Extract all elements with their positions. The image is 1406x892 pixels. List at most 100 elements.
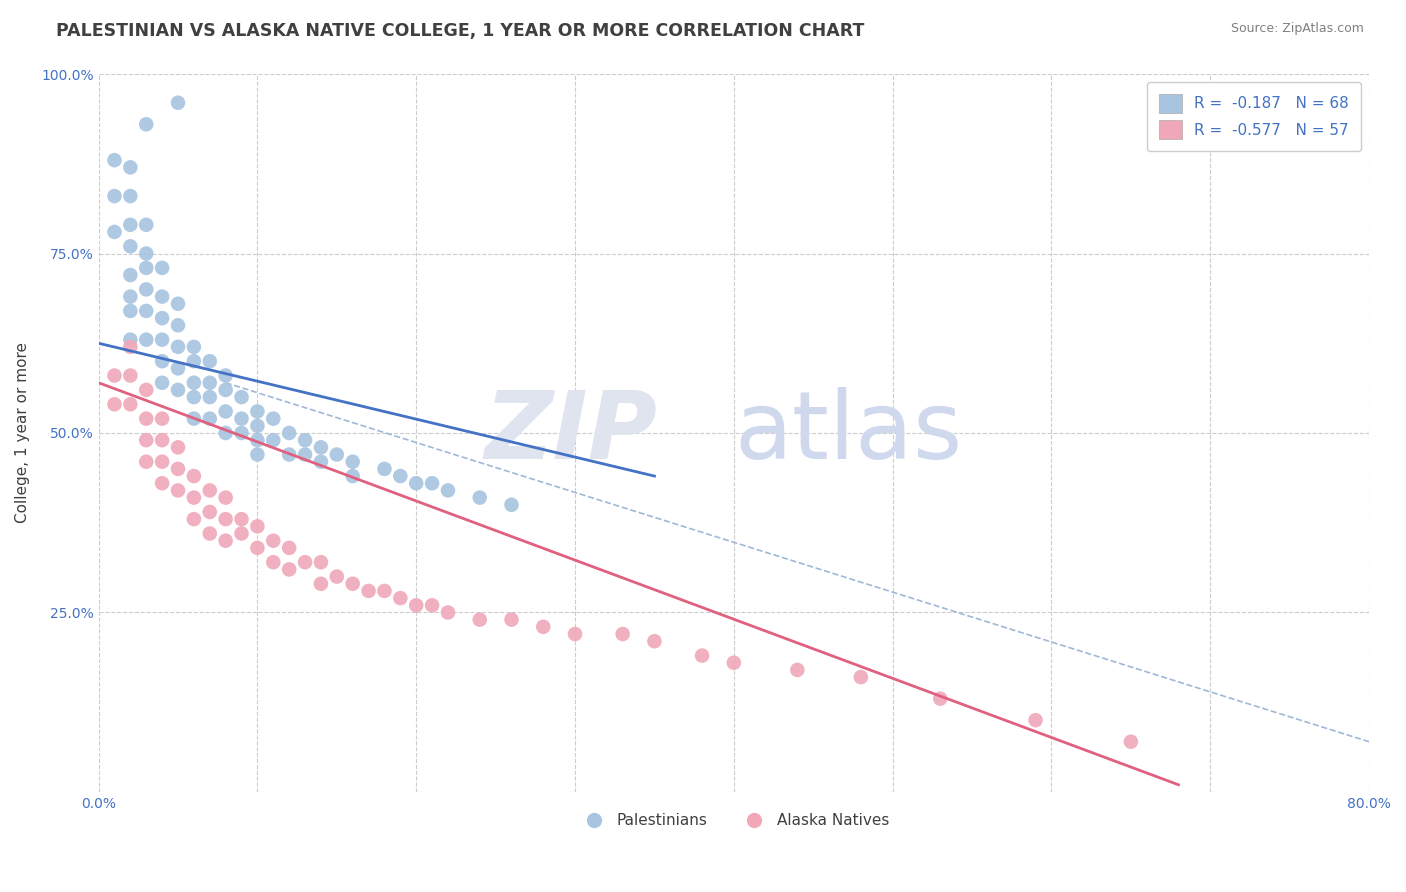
- Point: [167, 340, 190, 354]
- Point: [309, 576, 332, 591]
- Text: ZIP: ZIP: [485, 387, 658, 479]
- Point: [135, 333, 157, 347]
- Point: [167, 462, 190, 476]
- Point: [150, 455, 173, 469]
- Point: [246, 541, 269, 555]
- Point: [278, 541, 301, 555]
- Point: [468, 613, 491, 627]
- Point: [120, 218, 142, 232]
- Point: [103, 189, 125, 203]
- Point: [420, 476, 443, 491]
- Point: [183, 512, 205, 526]
- Point: [246, 448, 269, 462]
- Point: [643, 634, 665, 648]
- Point: [1119, 735, 1142, 749]
- Point: [103, 368, 125, 383]
- Point: [326, 569, 349, 583]
- Point: [167, 95, 190, 110]
- Point: [246, 404, 269, 418]
- Point: [167, 383, 190, 397]
- Point: [135, 383, 157, 397]
- Point: [357, 583, 380, 598]
- Point: [262, 433, 284, 447]
- Point: [278, 562, 301, 576]
- Point: [231, 411, 253, 425]
- Point: [120, 268, 142, 282]
- Point: [120, 304, 142, 318]
- Point: [294, 555, 316, 569]
- Point: [405, 476, 427, 491]
- Point: [262, 411, 284, 425]
- Point: [198, 376, 221, 390]
- Point: [198, 354, 221, 368]
- Point: [420, 599, 443, 613]
- Point: [214, 425, 236, 440]
- Point: [120, 397, 142, 411]
- Point: [262, 533, 284, 548]
- Point: [135, 246, 157, 260]
- Point: [437, 483, 460, 498]
- Point: [342, 455, 364, 469]
- Point: [231, 425, 253, 440]
- Point: [246, 433, 269, 447]
- Point: [326, 448, 349, 462]
- Point: [231, 526, 253, 541]
- Point: [231, 390, 253, 404]
- Point: [342, 469, 364, 483]
- Point: [214, 368, 236, 383]
- Point: [198, 411, 221, 425]
- Point: [373, 462, 395, 476]
- Point: [231, 512, 253, 526]
- Point: [167, 361, 190, 376]
- Point: [198, 390, 221, 404]
- Point: [183, 411, 205, 425]
- Point: [150, 433, 173, 447]
- Point: [531, 620, 554, 634]
- Point: [150, 354, 173, 368]
- Point: [214, 383, 236, 397]
- Point: [309, 455, 332, 469]
- Point: [723, 656, 745, 670]
- Point: [929, 691, 952, 706]
- Point: [389, 469, 412, 483]
- Point: [103, 397, 125, 411]
- Point: [103, 225, 125, 239]
- Point: [120, 340, 142, 354]
- Point: [183, 390, 205, 404]
- Point: [501, 613, 523, 627]
- Point: [214, 404, 236, 418]
- Point: [120, 333, 142, 347]
- Point: [309, 441, 332, 455]
- Point: [120, 189, 142, 203]
- Point: [150, 289, 173, 303]
- Point: [294, 433, 316, 447]
- Point: [167, 483, 190, 498]
- Point: [183, 340, 205, 354]
- Point: [150, 476, 173, 491]
- Point: [135, 433, 157, 447]
- Text: Source: ZipAtlas.com: Source: ZipAtlas.com: [1230, 22, 1364, 36]
- Point: [786, 663, 808, 677]
- Point: [278, 425, 301, 440]
- Point: [246, 519, 269, 533]
- Point: [342, 576, 364, 591]
- Point: [690, 648, 713, 663]
- Point: [612, 627, 634, 641]
- Point: [437, 606, 460, 620]
- Point: [150, 376, 173, 390]
- Point: [262, 555, 284, 569]
- Point: [120, 239, 142, 253]
- Text: PALESTINIAN VS ALASKA NATIVE COLLEGE, 1 YEAR OR MORE CORRELATION CHART: PALESTINIAN VS ALASKA NATIVE COLLEGE, 1 …: [56, 22, 865, 40]
- Point: [150, 311, 173, 326]
- Point: [246, 418, 269, 433]
- Point: [135, 455, 157, 469]
- Point: [214, 491, 236, 505]
- Point: [468, 491, 491, 505]
- Point: [183, 469, 205, 483]
- Point: [198, 483, 221, 498]
- Point: [167, 318, 190, 333]
- Y-axis label: College, 1 year or more: College, 1 year or more: [15, 343, 30, 524]
- Point: [135, 411, 157, 425]
- Point: [167, 441, 190, 455]
- Point: [564, 627, 586, 641]
